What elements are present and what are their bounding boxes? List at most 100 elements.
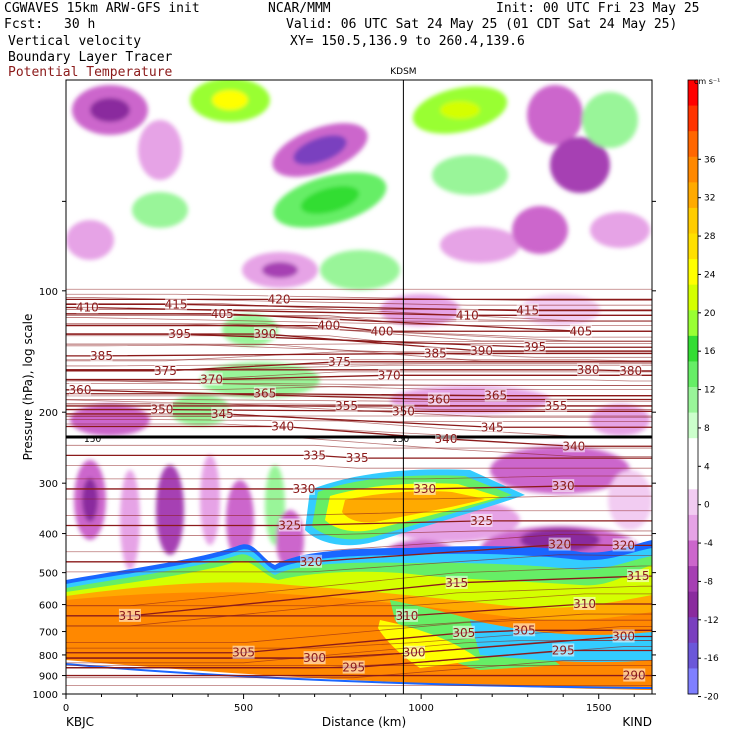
theta-label: 375 [154,364,177,378]
theta-label-bg [69,382,91,396]
theta-label-bg [403,645,426,659]
field-potential-temperature: Potential Temperature [8,65,173,80]
theta-contour-aux [66,530,652,536]
theta-label: 320 [300,555,323,569]
colorbar-label: 8 [704,424,710,434]
theta-label: 385 [90,349,113,363]
theta-contour-aux [66,475,652,480]
x-tick-label: 0 [63,703,69,714]
theta-label-bg [328,354,351,368]
field-vertical-velocity: Vertical velocity [8,34,142,49]
theta-label: 355 [545,399,568,413]
theta-contour-345 [66,413,652,428]
theta-label: 355 [335,399,358,413]
theta-contour-aux [66,399,652,402]
theta-label: 415 [516,304,539,318]
y-tick-label: 800 [39,651,58,662]
theta-label: 330 [413,482,436,496]
theta-label: 350 [150,403,173,417]
colorbar-swatch [688,310,698,337]
colorbar-label: 32 [704,194,715,204]
theta-contour-385 [66,352,652,357]
theta-contour-aux [66,379,652,390]
theta-label: 310 [573,597,596,611]
theta-label-bg [470,513,493,527]
theta-label-bg [619,363,642,377]
theta-label-bg [303,448,326,462]
potential-temperature-contours [66,288,652,687]
theta-label-bg [577,362,600,376]
theta-contour-aux [66,315,652,322]
theta-contour-aux [66,619,652,644]
colorbar-label: 24 [704,270,716,280]
y-tick-label: 900 [39,672,58,683]
y-tick-label: 400 [39,530,58,541]
theta-label-bg [271,419,294,433]
theta-contour-aux [66,510,652,516]
colorbar-swatch [688,540,698,567]
y-tick-label: 200 [39,408,58,419]
theta-label: 300 [303,651,326,665]
colorbar-swatch [688,591,698,618]
theta-label-bg [395,608,418,622]
y-tick-label: 500 [39,569,58,580]
colorbar-swatch [688,182,698,209]
theta-contour-400 [66,324,652,332]
theta-label-bg [150,402,173,416]
theta-label: 320 [612,538,635,552]
theta-contour-aux [66,660,652,679]
theta-contour-aux [66,465,652,469]
theta-label: 315 [118,609,141,623]
theta-contour-335 [66,454,652,459]
init-time: Init: 00 UTC Fri 23 May 25 [496,1,700,16]
colorbar-label: 16 [704,347,716,357]
colorbar-swatch [688,284,698,311]
theta-label: 290 [623,669,646,683]
theta-label-bg [342,660,365,674]
colorbar-label: -4 [704,539,713,549]
theta-contour-aux [66,335,652,342]
colorbar-swatch [688,156,698,183]
theta-label: 335 [303,448,326,462]
theta-label: 395 [168,327,191,341]
colorbar-swatch [688,642,698,669]
theta-label: 325 [470,514,493,528]
theta-label-bg [523,340,546,354]
theta-label: 410 [456,308,479,322]
theta-label-bg [445,575,468,589]
theta-contour-310 [66,603,652,617]
theta-label-bg [627,569,649,583]
theta-label: 400 [371,324,394,338]
valid-time: Valid: 06 UTC Sat 24 May 25 (01 CDT Sat … [286,17,678,32]
theta-label-bg [456,308,479,322]
theta-label-bg [300,554,323,568]
theta-label-bg [623,668,646,682]
theta-label-bg [232,645,255,659]
theta-label: 300 [612,629,635,643]
theta-contour-aux [66,313,652,322]
y-tick-label: 1000 [33,690,58,701]
theta-label-bg [371,324,394,338]
plot-frame [65,79,653,695]
forecast-hours: 30 h [64,17,96,32]
theta-contour-aux [66,317,652,326]
theta-contour-aux [66,495,652,500]
theta-label: 330 [552,479,575,493]
theta-label-bg [545,398,568,412]
y-axis-title: Pressure (hPa), log scale [21,314,35,461]
theta-label-bg [612,629,635,643]
colorbar-labels: 36 32 28 24 20 16 12 8 4 0 -4 -8 -12 -16 -20 [698,155,719,703]
theta-label: 315 [445,576,468,590]
theta-label: 335 [346,451,369,465]
theta-label-bg [278,518,301,532]
theta-contour-aux [66,444,652,449]
left-station-label: KBJC [66,715,94,729]
tropopause-label-left: 150 [84,435,101,445]
theta-label: 300 [403,646,426,660]
colorbar [687,79,699,695]
theta-label-bg [552,643,575,657]
theta-label: 310 [395,609,418,623]
theta-label-bg [516,303,539,317]
colorbar-swatch [688,438,698,465]
